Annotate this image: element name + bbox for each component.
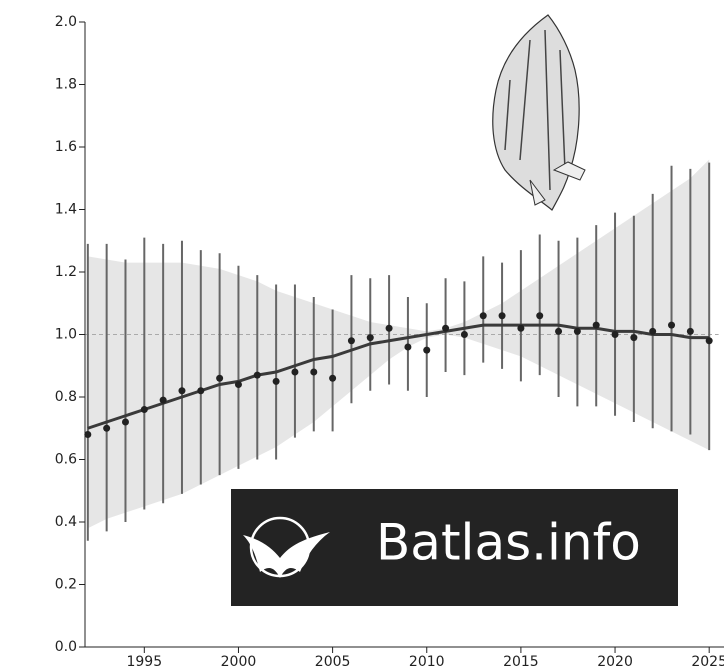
data-point	[442, 324, 450, 332]
data-point	[705, 337, 713, 345]
logo-text: Batlas.info	[376, 514, 641, 572]
y-tick-label: 0.0	[55, 639, 77, 655]
data-point	[103, 424, 111, 432]
data-point	[611, 331, 619, 338]
y-tick-label: 2.0	[55, 14, 77, 30]
data-point	[253, 371, 261, 379]
data-point	[460, 331, 468, 338]
x-tick-label: 1995	[126, 654, 162, 669]
logo: Batlas.info	[231, 489, 678, 606]
data-point	[630, 334, 638, 342]
data-point	[686, 327, 694, 335]
y-tick-label: 1.0	[55, 327, 77, 343]
data-point	[216, 374, 224, 382]
data-point	[310, 368, 318, 376]
x-tick-label: 2010	[409, 654, 445, 669]
data-point	[197, 387, 205, 395]
data-point	[291, 368, 299, 376]
data-point	[517, 324, 525, 332]
data-point	[592, 321, 600, 329]
data-point	[121, 418, 129, 426]
data-point	[573, 327, 581, 335]
data-point	[178, 387, 186, 395]
bat-drawing	[492, 14, 586, 211]
y-tick-label: 0.2	[55, 577, 77, 593]
data-point	[140, 406, 148, 413]
data-point	[555, 327, 563, 335]
data-point	[385, 324, 393, 332]
x-tick-label: 2025	[691, 654, 724, 669]
x-tick-label: 2005	[315, 654, 351, 669]
plot-area: 0.0 0.2 0.4 0.6 0.8 1.0 1.2 1.4 1.6 1.8 2.0 1995 200…	[55, 14, 724, 669]
data-point	[649, 327, 657, 335]
trend-line	[87, 323, 710, 430]
data-point	[668, 321, 676, 329]
y-tick-label: 0.4	[55, 514, 77, 530]
confidence-band	[87, 159, 710, 529]
data-point	[423, 346, 431, 354]
data-point	[498, 312, 506, 320]
data-point	[404, 343, 412, 351]
data-point	[84, 431, 92, 438]
data-point	[479, 312, 487, 320]
x-tick-label: 2020	[597, 654, 633, 669]
y-tick-label: 1.6	[55, 139, 77, 155]
y-tick-label: 0.6	[55, 452, 77, 468]
logo-bat	[243, 532, 330, 578]
data-point	[366, 334, 374, 342]
y-tick-label: 0.8	[55, 389, 77, 405]
x-tick-label: 2015	[503, 654, 539, 669]
data-point	[159, 396, 167, 404]
data-point	[329, 374, 337, 382]
data-point	[347, 337, 355, 345]
y-tick-label: 1.2	[55, 264, 77, 280]
data-point	[272, 377, 280, 385]
data-point	[536, 312, 544, 320]
data-point	[234, 381, 242, 388]
y-tick-label: 1.8	[55, 77, 77, 93]
y-tick-label: 1.4	[55, 202, 77, 218]
x-tick-label: 2000	[221, 654, 257, 669]
